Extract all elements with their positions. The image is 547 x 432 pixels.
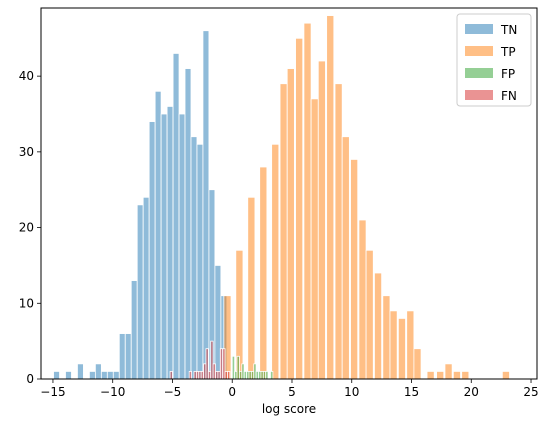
bar-tn [100,371,108,380]
bar-tn [178,113,186,380]
bar-fn [227,371,231,380]
bar-tp [279,83,288,380]
legend: TN TP FP FN [456,13,532,107]
bar-tn [118,333,126,380]
bar-tp [389,310,398,380]
bar-tp [334,83,343,380]
legend-item-tp: TP [465,45,516,59]
bar-tp [374,272,383,380]
legend-label: FP [501,67,515,81]
bar-tn [77,363,84,380]
x-tick-label: −10 [100,385,125,399]
legend-item-fn: FN [465,89,517,103]
bar-tp [406,310,415,380]
legend-swatch [465,90,493,100]
series-tn [53,30,228,380]
bar-tn [196,143,204,380]
x-tick-label: 10 [344,385,359,399]
bar-tn [190,136,198,380]
bar-tp [286,68,295,380]
legend-label: TP [500,45,516,59]
bar-tn [65,371,72,380]
bar-tp [271,143,280,380]
bar-tp [295,37,304,380]
y-axis: 0 10 20 30 40 [19,69,41,386]
bar-tp [426,371,435,380]
bar-tp [436,371,445,380]
bar-tn [130,280,138,380]
bar-tn [94,363,102,380]
bar-tp [382,295,391,380]
x-tick-label: −15 [40,385,65,399]
bar-tn [124,333,132,380]
x-tick-label: 5 [288,385,296,399]
bar-tp [310,98,319,380]
bar-tn [172,53,180,380]
legend-box [456,13,532,107]
y-tick-label: 40 [19,69,34,83]
bar-tp [358,219,367,380]
series-tp [223,15,510,380]
bar-fn [169,371,173,380]
x-tick-label: 0 [228,385,236,399]
bar-tp [317,60,326,380]
bar-tp [413,348,422,380]
bar-tp [247,196,256,380]
legend-swatch [465,68,493,78]
bar-fp [265,371,269,380]
bar-tn [142,196,150,380]
bar-tn [89,371,96,380]
bar-tp [341,136,350,380]
x-tick-label: 20 [464,385,479,399]
bar-tn [166,106,174,380]
legend-label: TN [500,23,517,37]
bar-tp [303,22,312,380]
x-axis: −15 −10 −5 0 5 10 15 20 25 [40,379,539,399]
bar-tn [112,371,120,380]
bar-tn [160,113,168,380]
histogram-bars [53,15,510,380]
legend-swatch [465,46,493,56]
legend-swatch [465,24,493,34]
bar-tp [365,249,374,380]
bar-tp [397,318,406,380]
bar-fn [188,371,192,380]
bar-tn [202,30,210,380]
y-tick-label: 20 [19,221,34,235]
x-axis-label: log score [262,402,316,416]
bar-tp [452,371,461,380]
y-tick-label: 30 [19,145,34,159]
bar-tp [461,371,470,380]
bar-tn [53,371,60,380]
x-tick-label: −5 [164,385,182,399]
x-tick-label: 15 [404,385,419,399]
plot-area-frame [40,7,538,380]
bar-tn [106,371,114,380]
bar-tp [444,363,453,380]
x-tick-label: 25 [523,385,538,399]
bar-tn [154,90,162,380]
y-tick-label: 0 [26,372,34,386]
legend-item-fp: FP [465,67,515,81]
series-fp [231,355,274,380]
bar-fp [270,371,274,380]
legend-label: FN [501,89,517,103]
bar-tn [136,204,144,380]
y-tick-label: 10 [19,296,34,310]
bar-tp [259,166,268,380]
legend-item-tn: TN [465,23,517,37]
bar-tn [148,121,156,380]
bar-tp [350,159,359,380]
bar-tp [501,371,510,380]
bar-tn [184,68,192,380]
bar-tp [326,15,335,380]
